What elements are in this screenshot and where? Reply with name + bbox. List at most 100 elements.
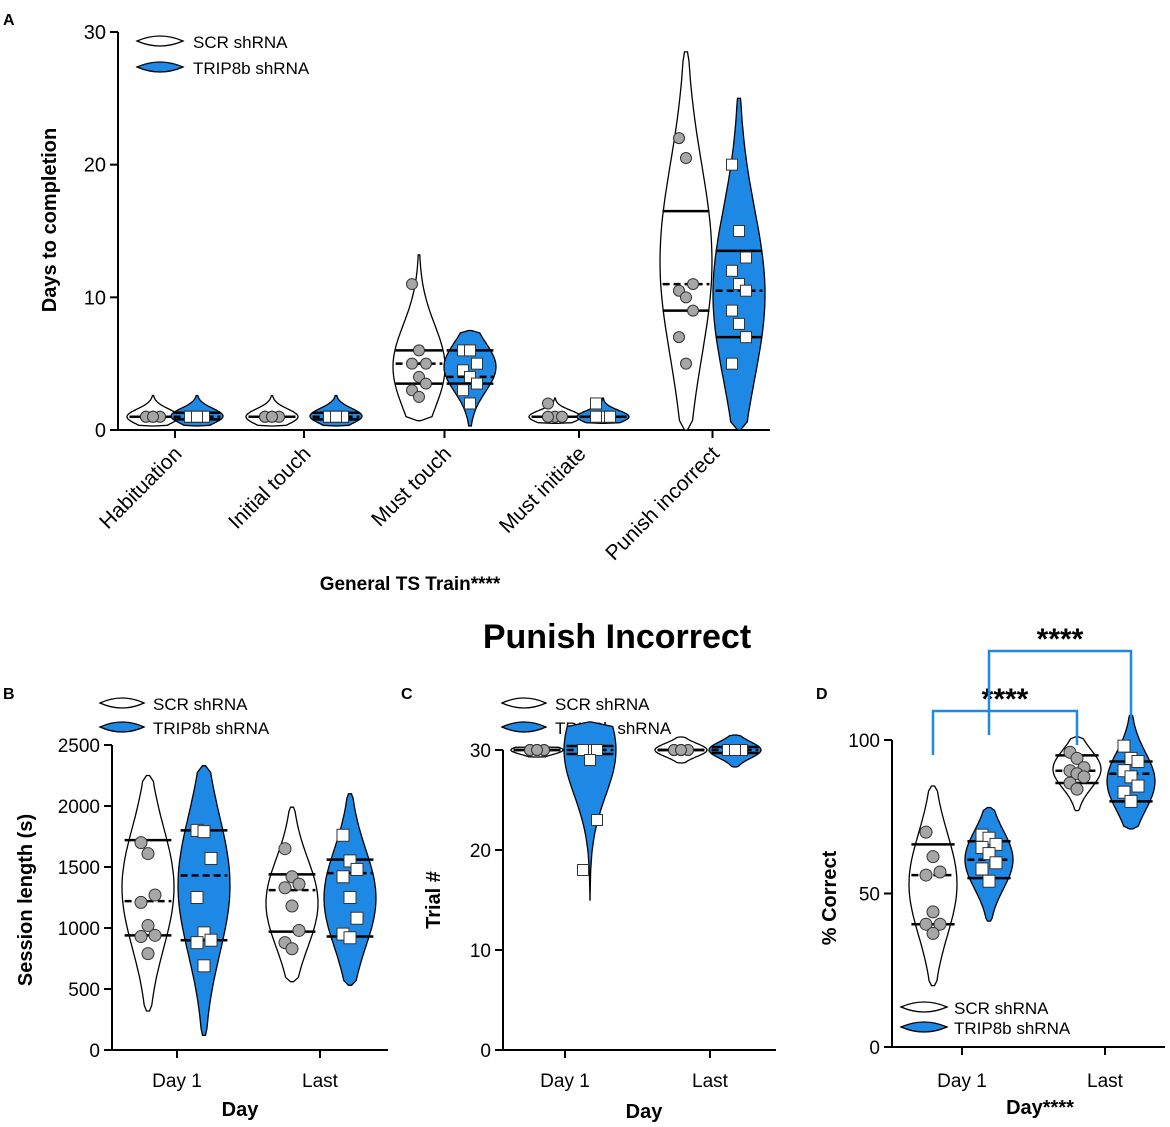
data-point-circle <box>919 868 933 882</box>
legend-b-scr-label: SCR shRNA <box>153 695 248 714</box>
data-point-circle <box>420 377 432 390</box>
data-point-circle <box>1070 782 1084 796</box>
panel-d-ylabel: % Correct <box>819 850 841 945</box>
legend-c-trip-swatch <box>500 721 548 733</box>
data-point-square <box>1117 739 1131 753</box>
data-point-square <box>336 828 350 842</box>
data-point-square <box>190 891 204 904</box>
violin-scr <box>392 254 446 422</box>
data-point-square <box>1131 779 1145 793</box>
data-point-circle <box>406 278 418 291</box>
y-tick-label: 0 <box>89 1041 100 1062</box>
data-point-square <box>740 331 752 344</box>
data-point-square <box>457 364 469 377</box>
data-point-circle <box>285 942 299 956</box>
legend-d-scr-label: SCR shRNA <box>954 999 1049 1018</box>
data-point-square <box>726 264 738 277</box>
x-tick-label: Initial touch <box>224 442 315 533</box>
data-point-circle <box>680 357 692 370</box>
y-tick-label: 20 <box>84 155 106 177</box>
data-point-square <box>204 851 218 865</box>
data-point-circle <box>285 899 299 913</box>
data-point-square <box>204 933 218 947</box>
data-point-circle <box>141 847 155 861</box>
data-point-circle <box>420 357 432 370</box>
data-point-circle <box>673 331 685 344</box>
data-point-square <box>191 410 203 423</box>
data-point-square <box>190 936 204 950</box>
data-point-circle <box>134 930 148 944</box>
data-point-circle <box>141 947 155 961</box>
panel-c-ylabel: Trial # <box>423 871 445 929</box>
legend-d-trip-label: TRIP8b shRNA <box>954 1019 1071 1038</box>
data-point-circle <box>141 919 155 933</box>
data-point-square <box>590 410 602 423</box>
significance-bracket <box>931 709 1079 755</box>
data-point-circle <box>134 895 148 909</box>
data-point-square <box>591 814 603 826</box>
data-point-circle <box>266 410 278 423</box>
data-point-circle <box>406 357 418 370</box>
data-point-circle <box>148 928 162 942</box>
data-point-circle <box>134 836 148 850</box>
x-tick-label: Day 1 <box>937 1071 987 1092</box>
violin-trip <box>712 97 766 431</box>
legend-a-scr-swatch <box>135 35 185 47</box>
x-tick-label: Punish incorrect <box>601 442 724 565</box>
legend-b-trip-label: TRIP8b shRNA <box>153 719 270 738</box>
data-point-circle <box>1070 751 1084 765</box>
legend-d-trip-swatch <box>899 1021 949 1033</box>
data-point-circle <box>556 410 568 423</box>
data-point-square <box>591 744 603 756</box>
figure-heading: Punish Incorrect <box>483 618 751 656</box>
panel-b-xlabel: Day <box>222 1099 260 1121</box>
data-point-square <box>733 278 745 291</box>
x-tick-label: Must initiate <box>495 442 590 537</box>
data-point-square <box>336 870 350 884</box>
data-point-square <box>733 317 745 330</box>
data-point-circle <box>531 744 543 756</box>
panel-b-ylabel: Session length (s) <box>15 814 37 986</box>
panel-label-c: C <box>401 686 413 703</box>
legend-b-trip-swatch <box>98 721 146 733</box>
legend-a-scr-label: SCR shRNA <box>193 33 288 52</box>
panel-label-b: B <box>3 686 15 703</box>
violin-trip <box>177 765 231 1037</box>
data-point-circle <box>147 410 159 423</box>
violin-scr <box>121 774 175 1012</box>
data-point-square <box>197 959 211 973</box>
panel-c-plot: 0 10 20 30 Day 1 Last <box>470 721 776 1092</box>
data-point-square <box>464 344 476 357</box>
y-tick-label: 30 <box>470 741 491 762</box>
data-point-square <box>729 744 741 756</box>
data-point-circle <box>292 877 306 891</box>
y-tick-label: 1000 <box>58 919 100 940</box>
y-tick-label: 500 <box>68 980 100 1001</box>
data-point-square <box>726 357 738 370</box>
data-point-circle <box>933 865 947 879</box>
data-point-circle <box>148 888 162 902</box>
data-point-square <box>733 225 745 237</box>
data-point-square <box>457 384 469 397</box>
y-tick-label: 20 <box>470 841 491 862</box>
data-point-square <box>982 874 996 888</box>
data-point-square <box>740 284 752 297</box>
y-tick-label: 10 <box>470 941 491 962</box>
panel-label-a: A <box>3 12 15 29</box>
legend-b-scr-swatch <box>98 697 146 709</box>
panel-a-xlabel: General TS Train**** <box>320 574 501 595</box>
data-point-square <box>726 158 738 171</box>
legend-c: SCR shRNA TRIP8b shRNA <box>500 695 672 738</box>
x-tick-label: Day 1 <box>540 1071 590 1092</box>
violin-trip <box>323 793 377 986</box>
data-point-circle <box>926 850 940 864</box>
violin-trip <box>563 721 617 901</box>
panel-c-xlabel: Day <box>626 1101 664 1123</box>
violin-scr <box>908 785 958 987</box>
data-point-square <box>590 397 602 410</box>
data-point-square <box>471 357 483 370</box>
y-tick-label: 1500 <box>58 858 100 879</box>
y-tick-label: 30 <box>84 22 106 44</box>
panel-a-plot: 0 10 20 30 Habituation Initial touch Must touc… <box>84 22 770 565</box>
